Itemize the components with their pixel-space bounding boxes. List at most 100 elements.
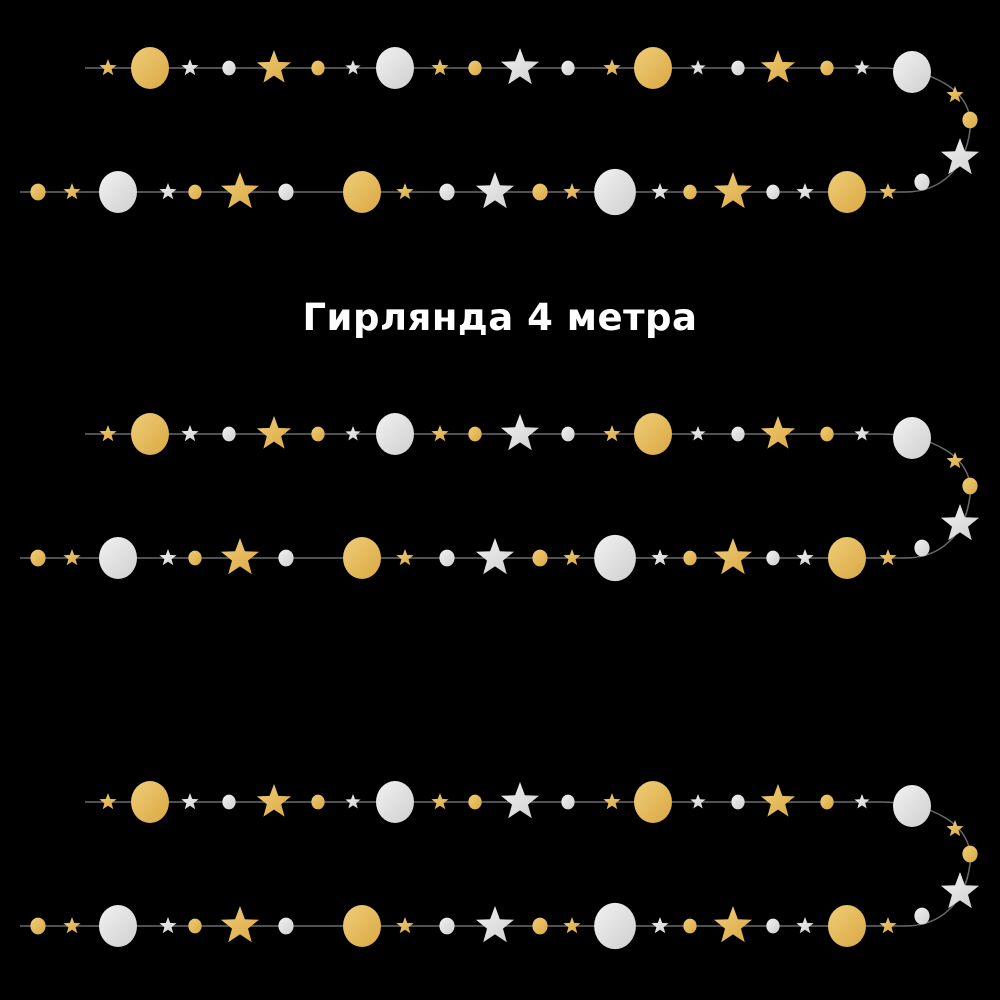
silver-circle-icon	[222, 60, 236, 76]
silver-star-icon	[181, 59, 199, 76]
silver-star-icon	[181, 793, 199, 810]
gold-star-icon	[99, 59, 117, 76]
silver-star-icon	[796, 183, 814, 200]
silver-star-icon	[651, 917, 669, 934]
silver-circle-icon	[439, 549, 455, 567]
gold-star-icon	[946, 820, 964, 837]
gold-star-icon	[99, 425, 117, 442]
gold-star-icon	[879, 549, 897, 566]
gold-circle-icon	[468, 794, 482, 810]
silver-circle-icon	[278, 549, 294, 567]
silver-circle-icon	[376, 781, 414, 823]
gold-star-icon	[879, 917, 897, 934]
silver-circle-icon	[731, 60, 745, 76]
silver-circle-icon	[594, 168, 636, 216]
silver-star-icon	[796, 917, 814, 934]
gold-star-icon	[760, 784, 796, 817]
gold-circle-icon	[468, 60, 482, 76]
silver-circle-icon	[893, 785, 931, 827]
gold-circle-icon	[311, 60, 325, 76]
silver-circle-icon	[914, 539, 930, 557]
gold-circle-icon	[30, 549, 46, 567]
silver-circle-icon	[99, 171, 137, 213]
gold-star-icon	[221, 172, 259, 209]
gold-star-icon	[63, 549, 81, 566]
gold-circle-icon	[532, 183, 548, 201]
gold-star-icon	[714, 538, 752, 575]
silver-circle-icon	[376, 413, 414, 455]
silver-star-icon	[181, 425, 199, 442]
silver-circle-icon	[766, 918, 780, 934]
gold-circle-icon	[343, 171, 381, 213]
gold-circle-icon	[188, 550, 202, 566]
gold-circle-icon	[634, 413, 672, 455]
silver-star-icon	[476, 172, 514, 209]
gold-circle-icon	[468, 426, 482, 442]
silver-star-icon	[501, 414, 539, 451]
silver-circle-icon	[561, 426, 575, 442]
gold-circle-icon	[962, 845, 978, 863]
silver-star-icon	[941, 872, 979, 909]
garland	[20, 47, 979, 216]
gold-circle-icon	[131, 413, 169, 455]
gold-circle-icon	[634, 47, 672, 89]
silver-star-icon	[159, 549, 177, 566]
gold-circle-icon	[30, 917, 46, 935]
silver-star-icon	[854, 60, 870, 75]
gold-circle-icon	[311, 794, 325, 810]
gold-circle-icon	[820, 426, 834, 442]
silver-circle-icon	[99, 905, 137, 947]
silver-star-icon	[345, 60, 361, 75]
gold-circle-icon	[188, 184, 202, 200]
silver-circle-icon	[376, 47, 414, 89]
gold-circle-icon	[343, 905, 381, 947]
silver-circle-icon	[914, 173, 930, 191]
gold-circle-icon	[820, 794, 834, 810]
gold-circle-icon	[532, 917, 548, 935]
gold-star-icon	[396, 917, 414, 934]
silver-circle-icon	[278, 917, 294, 935]
gold-circle-icon	[828, 537, 866, 579]
silver-circle-icon	[439, 183, 455, 201]
silver-circle-icon	[222, 794, 236, 810]
silver-star-icon	[854, 794, 870, 809]
gold-star-icon	[760, 416, 796, 449]
silver-star-icon	[796, 549, 814, 566]
gold-circle-icon	[131, 781, 169, 823]
garland	[20, 781, 979, 950]
gold-circle-icon	[532, 549, 548, 567]
silver-star-icon	[476, 906, 514, 943]
silver-circle-icon	[893, 417, 931, 459]
silver-star-icon	[941, 138, 979, 175]
gold-circle-icon	[343, 537, 381, 579]
gold-circle-icon	[962, 477, 978, 495]
gold-star-icon	[396, 183, 414, 200]
silver-circle-icon	[439, 917, 455, 935]
gold-circle-icon	[311, 426, 325, 442]
gold-star-icon	[256, 50, 292, 83]
silver-circle-icon	[731, 794, 745, 810]
silver-star-icon	[159, 183, 177, 200]
gold-circle-icon	[820, 60, 834, 76]
gold-star-icon	[431, 793, 449, 810]
gold-star-icon	[563, 917, 581, 934]
gold-star-icon	[256, 784, 292, 817]
gold-circle-icon	[30, 183, 46, 201]
gold-star-icon	[879, 183, 897, 200]
gold-circle-icon	[188, 918, 202, 934]
silver-star-icon	[690, 60, 706, 75]
gold-star-icon	[760, 50, 796, 83]
silver-star-icon	[476, 538, 514, 575]
silver-circle-icon	[893, 51, 931, 93]
silver-star-icon	[501, 48, 539, 85]
silver-circle-icon	[278, 183, 294, 201]
caption: Гирлянда 4 метра	[302, 296, 698, 339]
silver-circle-icon	[99, 537, 137, 579]
gold-star-icon	[946, 86, 964, 103]
silver-circle-icon	[594, 902, 636, 950]
gold-circle-icon	[683, 184, 697, 200]
gold-star-icon	[563, 183, 581, 200]
silver-circle-icon	[561, 60, 575, 76]
gold-circle-icon	[828, 171, 866, 213]
